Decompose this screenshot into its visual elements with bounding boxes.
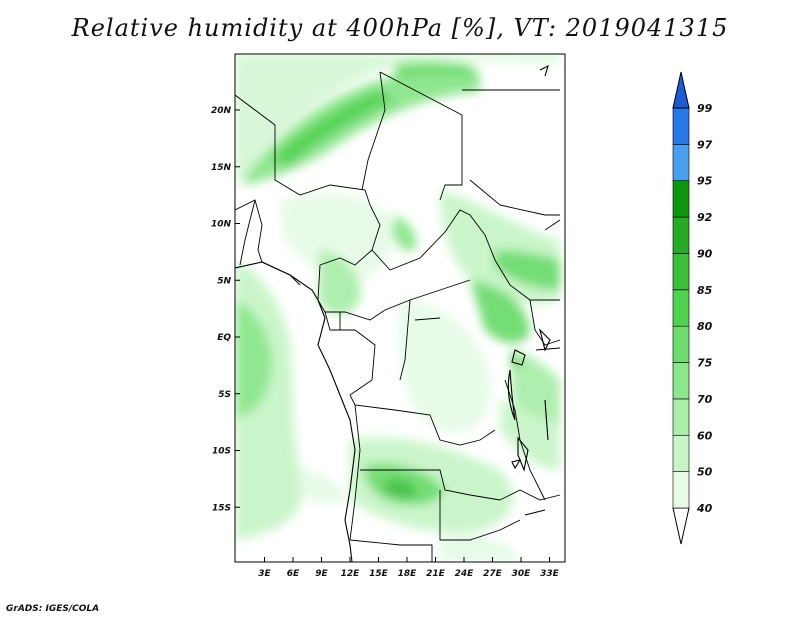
colorbar-label: 60 xyxy=(697,429,713,442)
colorbar-label: 80 xyxy=(697,320,713,333)
colorbar-segment xyxy=(672,216,690,254)
lon-tick-label: 33E xyxy=(540,569,560,579)
lon-tick-label: 15E xyxy=(369,569,389,579)
lon-tick-label: 30E xyxy=(512,569,532,579)
colorbar-segment xyxy=(672,289,690,327)
lon-tick-label: 9E xyxy=(315,569,328,579)
lon-tick-label: 6E xyxy=(287,569,300,579)
humidity-field xyxy=(235,54,565,562)
colorbar-upper-extension xyxy=(672,71,690,109)
lon-tick-label: 12E xyxy=(341,569,361,579)
colorbar-label: 85 xyxy=(697,284,713,297)
latitude-axis: 20N 15N 10N 5N EQ 5S 10S 15S xyxy=(211,106,240,513)
colorbar-label: 99 xyxy=(697,102,713,115)
lat-tick-label: 10S xyxy=(212,447,231,457)
map-title: Relative humidity at 400hPa [%], VT: 201… xyxy=(71,14,729,42)
colorbar-segment xyxy=(672,107,690,145)
lon-tick-label: 27E xyxy=(483,569,503,579)
lat-tick-label: 15N xyxy=(211,163,232,173)
colorbar-segment xyxy=(672,471,690,509)
lon-tick-label: 18E xyxy=(398,569,418,579)
colorbar-label: 70 xyxy=(697,393,713,406)
lat-tick-label: EQ xyxy=(217,333,231,343)
lat-tick-label: 5S xyxy=(218,390,231,400)
colorbar-label: 97 xyxy=(697,138,713,151)
longitude-axis: 3E 6E 9E 12E 15E 18E 21E 24E 27E 30E 33E xyxy=(258,557,560,579)
colorbar-label: 50 xyxy=(697,466,713,479)
lat-tick-label: 5N xyxy=(217,276,231,286)
grads-credit: GrADS: IGES/COLA xyxy=(6,604,100,614)
colorbar-label: 40 xyxy=(696,502,713,515)
colorbar-segment xyxy=(672,398,690,436)
colorbar-label: 95 xyxy=(697,175,713,188)
colorbar: 40 50 60 70 75 80 85 90 92 95 97 99 xyxy=(672,71,713,545)
lat-tick-label: 10N xyxy=(211,220,232,230)
colorbar-segment xyxy=(672,180,690,218)
colorbar-segment xyxy=(672,253,690,291)
colorbar-label: 75 xyxy=(697,357,713,370)
lon-tick-label: 3E xyxy=(258,569,271,579)
lat-tick-label: 20N xyxy=(211,106,232,116)
map-frame xyxy=(234,53,566,563)
colorbar-segment xyxy=(672,144,690,182)
colorbar-label: 92 xyxy=(697,211,713,224)
lon-tick-label: 24E xyxy=(455,569,475,579)
lon-tick-label: 21E xyxy=(426,569,446,579)
coastlines xyxy=(235,64,551,562)
colorbar-segment xyxy=(672,434,690,472)
colorbar-segment xyxy=(672,325,690,363)
colorbar-segment xyxy=(672,362,690,400)
lat-tick-label: 15S xyxy=(212,503,231,513)
colorbar-label: 90 xyxy=(697,247,713,260)
colorbar-lower-extension xyxy=(672,507,690,545)
